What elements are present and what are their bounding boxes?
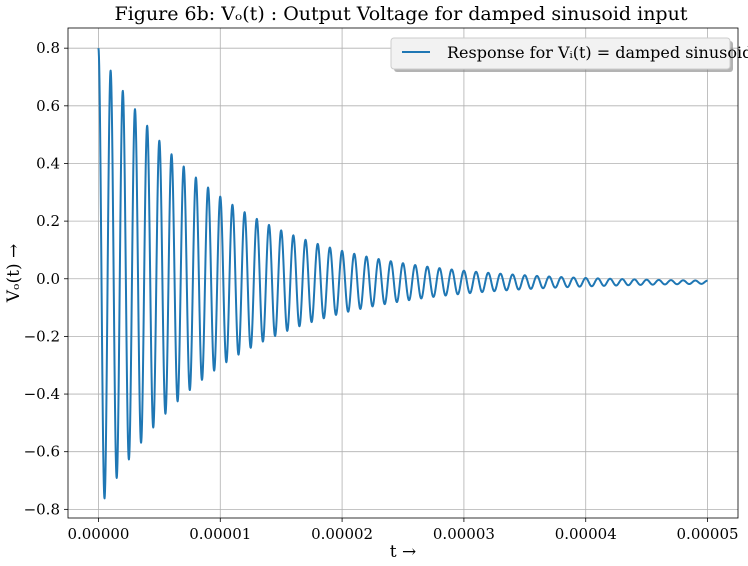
x-tick-label: 0.00005 <box>677 525 739 543</box>
data-series <box>97 48 709 500</box>
x-tick-label: 0.00001 <box>189 525 251 543</box>
legend-box <box>390 37 731 70</box>
series-line <box>97 48 709 500</box>
x-ticks: 0.00000 0.00001 0.00002 0.00003 0.00004 0.000… <box>67 518 739 543</box>
plot-frame <box>67 27 739 519</box>
y-tick-label: 0.4 <box>36 154 60 172</box>
y-tick-label: 0.8 <box>36 39 60 57</box>
y-tick-label: 0.6 <box>36 97 60 115</box>
legend: Response for Vᵢ(t) = damped sinusoid <box>390 37 748 72</box>
y-ticks: −0.8 −0.6 −0.4 −0.2 0.0 0.2 0.4 0.6 0.8 <box>24 39 68 518</box>
y-tick-label: −0.4 <box>24 385 60 403</box>
y-tick-label: −0.6 <box>24 443 60 461</box>
x-tick-label: 0.00004 <box>555 525 617 543</box>
legend-entry: Response for Vᵢ(t) = damped sinusoid <box>447 43 748 62</box>
x-tick-label: 0.00002 <box>311 525 373 543</box>
y-tick-label: 0.0 <box>36 270 60 288</box>
y-tick-label: −0.2 <box>24 327 60 345</box>
y-tick-label: 0.2 <box>36 212 60 230</box>
grid <box>68 28 738 518</box>
x-tick-label: 0.00000 <box>67 525 129 543</box>
x-axis-label: t → <box>390 542 416 562</box>
y-tick-label: −0.8 <box>24 500 60 518</box>
chart-title: Figure 6b: Vₒ(t) : Output Voltage for da… <box>115 3 688 25</box>
y-axis-label: Vₒ(t) → <box>4 244 24 304</box>
x-tick-label: 0.00003 <box>433 525 495 543</box>
